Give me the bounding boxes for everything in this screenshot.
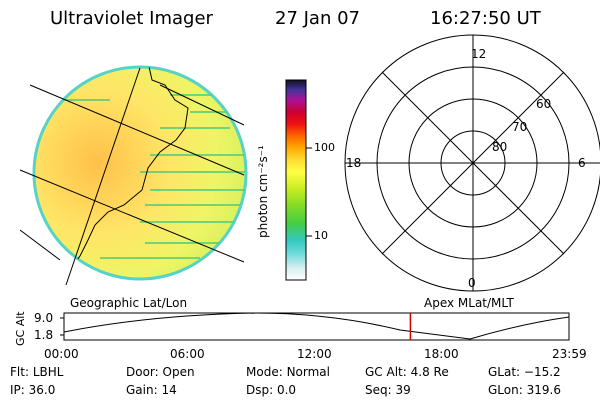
xtick-1800: 18:00 [424, 347, 459, 361]
ytick-1-8: 1.8 [34, 328, 54, 342]
status-filter: Flt: LBHL [10, 365, 64, 379]
status-gc-alt: GC Alt: 4.8 Re [365, 365, 449, 379]
status-glon: GLon: 319.6 [488, 383, 561, 397]
lat-label-80: 80 [492, 140, 508, 154]
altitude-timeline [60, 312, 570, 341]
xtick-2359: 23:59 [552, 347, 587, 361]
xtick-0000: 00:00 [44, 347, 79, 361]
status-door: Door: Open [126, 365, 195, 379]
status-mode: Mode: Normal [246, 365, 330, 379]
status-ip: IP: 36.0 [10, 383, 56, 397]
mlt-label-6: 6 [578, 156, 586, 170]
lat-label-70: 70 [512, 120, 528, 134]
xtick-0600: 06:00 [170, 347, 205, 361]
status-glat: GLat: −15.2 [488, 365, 561, 379]
mlt-label-18: 18 [346, 156, 362, 170]
colorbar-label: photon cm⁻²s⁻¹ [256, 145, 270, 238]
lat-label-60: 60 [536, 97, 552, 111]
date-label: 27 Jan 07 [275, 8, 360, 29]
status-gain: Gain: 14 [126, 383, 177, 397]
xtick-1200: 12:00 [297, 347, 332, 361]
mlt-label-0: 0 [468, 276, 476, 290]
status-dsp: Dsp: 0.0 [246, 383, 297, 397]
uv-earth-image [19, 65, 248, 286]
geo-caption: Geographic Lat/Lon [70, 296, 188, 310]
time-label: 16:27:50 UT [430, 8, 541, 29]
mlt-label-12: 12 [471, 47, 487, 61]
colorbar [285, 79, 312, 281]
app-title: Ultraviolet Imager [50, 8, 213, 29]
timeline-ylabel: GC Alt [14, 311, 27, 346]
polar-plot [344, 34, 600, 292]
colorbar-tick-10: 10 [314, 229, 328, 242]
apex-caption: Apex MLat/MLT [424, 296, 514, 310]
colorbar-tick-100: 100 [314, 141, 335, 154]
ytick-9: 9.0 [34, 311, 54, 325]
status-seq: Seq: 39 [365, 383, 411, 397]
